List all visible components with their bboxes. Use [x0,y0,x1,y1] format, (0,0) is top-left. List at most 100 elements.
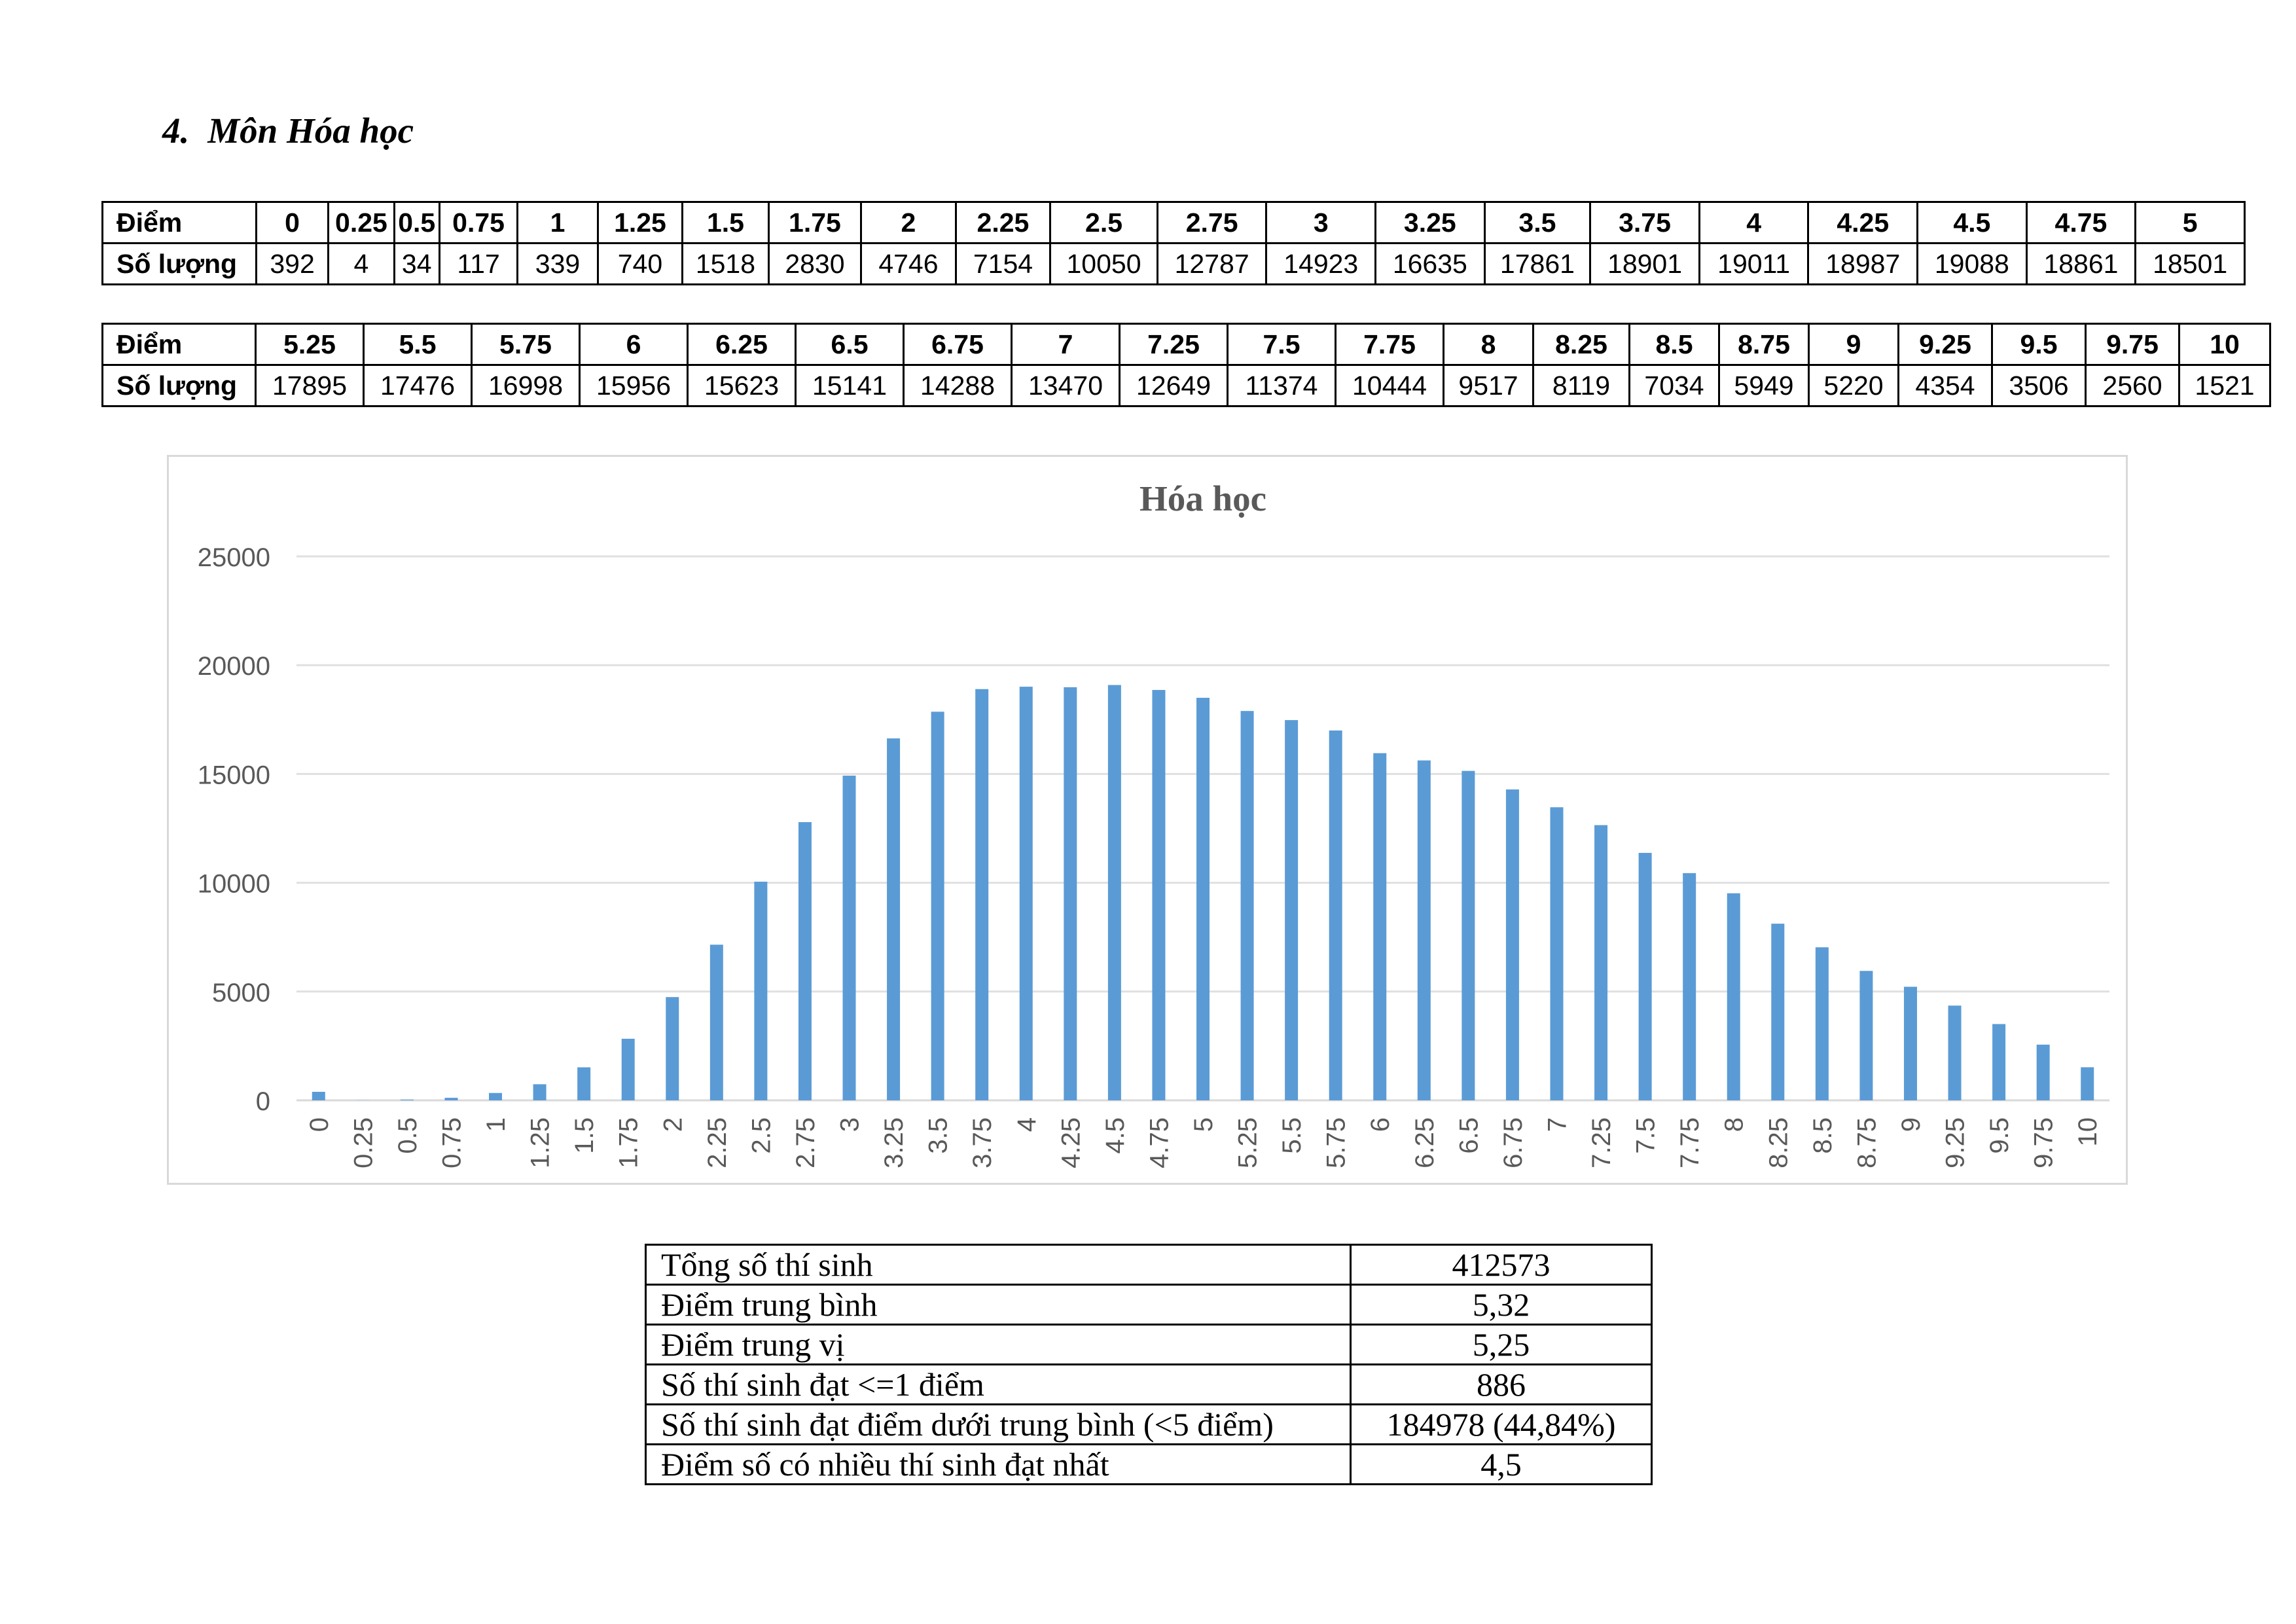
count-cell: 12787 [1156,242,1268,285]
count-cell: 7034 [1628,364,1720,407]
summary-value: 886 [1350,1363,1653,1405]
bar [1462,770,1475,1100]
x-tick-label: 7 [1543,1117,1571,1132]
bar [754,881,768,1100]
score-row: Điểm 5.25 5.5 5.75 6 6.25 6.5 6.75 7 7.25 7.5 7.75… [101,323,2271,366]
summary-table: Tổng số thí sinh 412573 Điểm trung bình 5,3… [645,1244,1653,1485]
bar [1683,873,1696,1100]
x-tick-label: 9.25 [1941,1117,1970,1168]
count-cell: 17861 [1483,242,1592,285]
count-cell: 339 [516,242,599,285]
summary-row: Điểm trung bình 5,32 [645,1284,1653,1326]
score-cell: 1.5 [681,201,770,244]
score-cell: 0.25 [327,201,395,244]
count-cell: 17895 [255,364,365,407]
score-cell: 6.25 [687,323,797,366]
count-cell: 5220 [1808,364,1899,407]
bar [2036,1044,2050,1100]
x-tick-label: 2 [658,1117,687,1132]
summary-value: 5,25 [1350,1324,1653,1365]
summary-row: Điểm trung vị 5,25 [645,1324,1653,1365]
score-cell: 1.25 [596,201,684,244]
score-cell: 6.5 [795,323,905,366]
x-tick-label: 8.75 [1852,1117,1881,1168]
section-number: 4. [162,111,190,151]
bar [1948,1005,1962,1100]
y-tick-label: 5000 [212,979,270,1007]
bar [1107,685,1121,1100]
x-tick-label: 8.5 [1808,1117,1837,1154]
score-cell: 0 [255,201,330,244]
score-cell: 9.75 [2085,323,2180,366]
bar [798,821,812,1100]
y-tick-label: 10000 [198,870,270,899]
score-cell: 3 [1265,201,1377,244]
x-tick-label: 3 [836,1117,865,1132]
score-cell: 7 [1011,323,1121,366]
score-table-part1: Điểm 0 0.25 0.5 0.75 1 1.25 1.5 1.75 2 2.25 2.5 2.7… [101,201,2246,285]
count-cell: 1521 [2178,364,2271,407]
score-cell: 2 [860,201,957,244]
score-cell: 7.5 [1227,323,1336,366]
x-tick-label: 2.5 [747,1117,776,1154]
bar [975,689,989,1100]
row-label-score: Điểm [101,201,257,244]
bar [1285,720,1299,1100]
bar [1550,807,1564,1100]
bar [842,775,856,1100]
count-cell: 15623 [687,364,797,407]
x-tick-label: 5 [1189,1117,1218,1132]
count-cell: 19011 [1698,242,1810,285]
score-cell: 1 [516,201,599,244]
count-cell: 16998 [471,364,581,407]
section-heading: 4. Môn Hóa học [162,110,414,151]
bar [666,997,679,1100]
bar [1505,789,1519,1100]
bar [2081,1067,2094,1100]
row-label-score: Điểm [101,323,257,366]
summary-value: 184978 (44,84%) [1350,1403,1653,1445]
bar [489,1092,503,1100]
summary-row: Số thí sinh đạt <=1 điểm 886 [645,1363,1653,1405]
bar [1329,730,1342,1100]
x-tick-label: 10 [2073,1117,2102,1147]
count-cell: 18901 [1589,242,1700,285]
count-cell: 8119 [1532,364,1630,407]
bar [1638,852,1652,1100]
x-tick-label: 7.5 [1632,1117,1660,1154]
bar [621,1038,635,1100]
bar [709,945,723,1100]
count-cell: 740 [596,242,684,285]
x-tick-label: 4.75 [1145,1117,1174,1168]
x-tick-label: 3.25 [880,1117,908,1168]
x-tick-label: 1.75 [615,1117,643,1168]
bar [1727,893,1740,1100]
score-cell: 9.5 [1991,323,2087,366]
score-cell: 10 [2178,323,2271,366]
score-cell: 8.75 [1718,323,1810,366]
bar [1373,753,1387,1100]
bar [1240,711,1254,1100]
count-cell: 4 [327,242,395,285]
score-cell: 5 [2134,201,2246,244]
bar [1992,1024,2006,1100]
count-cell: 18501 [2134,242,2246,285]
y-tick-label: 25000 [198,543,270,572]
score-cell: 3.75 [1589,201,1700,244]
count-cell: 15956 [579,364,689,407]
summary-label: Điểm trung bình [645,1284,1352,1326]
count-row: Số lượng 392 4 34 117 339 740 1518 2830 4746 7154… [101,242,2246,285]
score-cell: 9 [1808,323,1899,366]
chart-title: Hóa học [1139,478,1266,518]
count-cell: 16635 [1374,242,1486,285]
score-cell: 8.5 [1628,323,1720,366]
score-cell: 2.25 [954,201,1052,244]
section-title: Môn Hóa học [207,111,414,151]
count-cell: 3506 [1991,364,2087,407]
x-tick-label: 2.25 [703,1117,732,1168]
bar [1064,687,1077,1100]
x-tick-label: 3.75 [968,1117,997,1168]
count-cell: 117 [438,242,519,285]
score-cell: 8 [1443,323,1534,366]
x-tick-label: 1.25 [526,1117,555,1168]
